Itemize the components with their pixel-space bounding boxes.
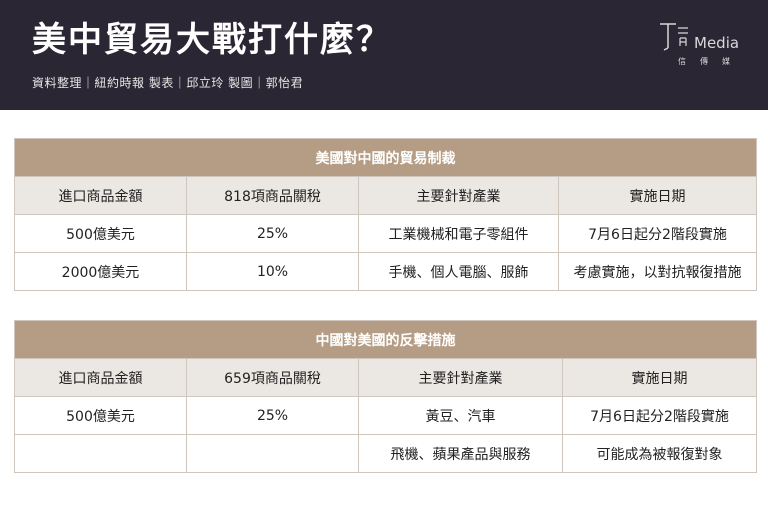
column-header: 主要針對產業 xyxy=(358,176,559,215)
table-cell: 500億美元 xyxy=(14,396,187,435)
table-cell: 黃豆、汽車 xyxy=(358,396,563,435)
column-header: 659項商品關稅 xyxy=(186,358,359,397)
us-sanctions-table: 美國對中國的貿易制裁 進口商品金額 818項商品關稅 主要針對產業 實施日期 5… xyxy=(14,138,757,291)
china-countermeasures-table: 中國對美國的反擊措施 進口商品金額 659項商品關稅 主要針對產業 實施日期 5… xyxy=(14,320,757,473)
table-cell: 2000億美元 xyxy=(14,252,187,291)
table-cell: 考慮實施，以對抗報復措施 xyxy=(558,252,757,291)
table-cell xyxy=(186,434,359,473)
table-cell: 工業機械和電子零組件 xyxy=(358,214,559,253)
table-caption: 中國對美國的反擊措施 xyxy=(14,320,757,359)
table-cell: 可能成為被報復對象 xyxy=(562,434,757,473)
table-cell: 7月6日起分2階段實施 xyxy=(558,214,757,253)
column-header: 進口商品金額 xyxy=(14,358,187,397)
logo-text: Media xyxy=(694,34,739,52)
table-cell: 手機、個人電腦、服飾 xyxy=(358,252,559,291)
table-cell: 10% xyxy=(186,252,359,291)
media-logo: Media xyxy=(654,18,746,72)
table-cell: 25% xyxy=(186,396,359,435)
table-row: 2000億美元 10% 手機、個人電腦、服飾 考慮實施，以對抗報復措施 xyxy=(14,252,757,291)
column-header: 進口商品金額 xyxy=(14,176,187,215)
table-row: 500億美元 25% 黃豆、汽車 7月6日起分2階段實施 xyxy=(14,396,757,435)
page-title: 美中貿易大戰打什麼？ xyxy=(32,20,392,60)
table-caption: 美國對中國的貿易制裁 xyxy=(14,138,757,177)
table-cell xyxy=(14,434,187,473)
table-cell: 7月6日起分2階段實施 xyxy=(562,396,757,435)
column-header: 實施日期 xyxy=(562,358,757,397)
logo-mark-icon: Media xyxy=(660,23,739,52)
table-row: 500億美元 25% 工業機械和電子零組件 7月6日起分2階段實施 xyxy=(14,214,757,253)
column-header: 主要針對產業 xyxy=(358,358,563,397)
table-cell: 飛機、蘋果產品與服務 xyxy=(358,434,563,473)
table-cell: 25% xyxy=(186,214,359,253)
column-header: 實施日期 xyxy=(558,176,757,215)
table-cell: 500億美元 xyxy=(14,214,187,253)
table-row: 飛機、蘋果產品與服務 可能成為被報復對象 xyxy=(14,434,757,473)
header-banner: 美中貿易大戰打什麼？ 資料整理｜紐約時報 製表｜邱立玲 製圖｜郭怡君 Media… xyxy=(0,0,768,110)
credits-line: 資料整理｜紐約時報 製表｜邱立玲 製圖｜郭怡君 xyxy=(32,76,304,90)
logo-subtitle: 信傳媒 xyxy=(678,57,744,66)
column-header: 818項商品關稅 xyxy=(186,176,359,215)
